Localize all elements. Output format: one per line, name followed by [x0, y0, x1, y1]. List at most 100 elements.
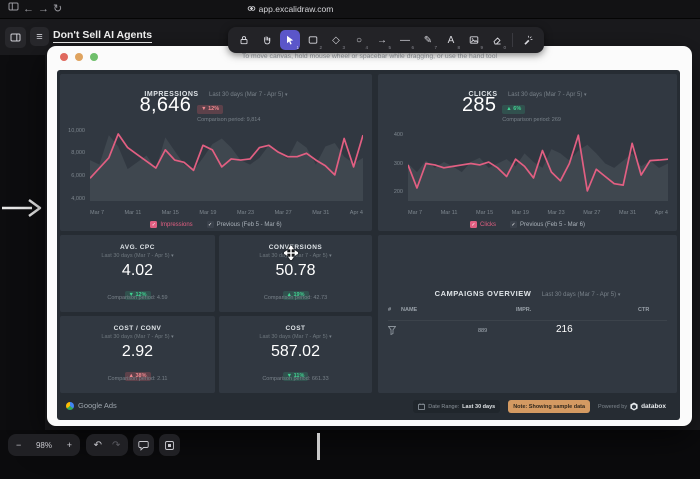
databox-logo-icon — [630, 402, 638, 411]
legend-label: Clicks — [480, 222, 496, 228]
x-tick: Mar 15 — [476, 210, 493, 216]
period-dropdown[interactable]: Last 30 days (Mar 7 - Apr 5) ▾ — [60, 253, 215, 259]
tool-shortcut-number: 5 — [388, 45, 391, 50]
x-tick: Mar 27 — [275, 210, 292, 216]
zoom-control: − 98% + — [8, 434, 80, 456]
arrow-tool[interactable]: →5 — [372, 30, 392, 50]
diamond-tool[interactable]: ◇3 — [326, 30, 346, 50]
zoom-out-button[interactable]: − — [16, 440, 21, 450]
powered-by[interactable]: Powered by databox — [598, 402, 666, 411]
period-dropdown[interactable]: Last 30 days (Mar 7 - Apr 5) ▾ — [60, 334, 215, 340]
rectangle-tool[interactable]: 2 — [303, 30, 323, 50]
tool-shortcut-number: 8 — [457, 45, 460, 50]
card-title: CAMPAIGNS OVERVIEW — [435, 289, 532, 298]
table-header: # NAME IMPR. CTR — [388, 307, 667, 321]
frames-icon — [164, 440, 175, 451]
line-tool[interactable]: —6 — [395, 30, 415, 50]
address-bar[interactable]: app.excalidraw.com — [0, 0, 580, 19]
legend-item[interactable]: ✓Previous (Feb 5 - Mar 6) — [207, 221, 282, 228]
drawn-line[interactable] — [317, 433, 320, 460]
drawn-arrow[interactable] — [0, 196, 42, 220]
frames-button[interactable] — [159, 434, 180, 456]
image-tool[interactable]: 9 — [464, 30, 484, 50]
data-source: Google Ads — [66, 401, 117, 410]
legend-item[interactable]: ✓Previous (Feb 5 - Mar 6) — [510, 221, 585, 228]
browser-top-bar: ← → ↻ app.excalidraw.com — [0, 0, 700, 19]
comparison-text: Comparison period: 4.59 — [60, 295, 215, 301]
menu-button[interactable]: ≡ — [30, 27, 49, 46]
legend-label: Previous (Feb 5 - Mar 6) — [217, 222, 282, 228]
comment-icon — [138, 440, 149, 451]
hand-tool[interactable] — [257, 30, 277, 50]
tool-shortcut-number: 4 — [365, 45, 368, 50]
sidebar-icon — [10, 32, 21, 43]
impressions-cell: 889 — [478, 328, 487, 334]
link-icon — [247, 4, 256, 13]
ellipse-tool[interactable]: ○4 — [349, 30, 369, 50]
laser-tool[interactable] — [518, 30, 538, 50]
y-tick: 8,000 — [71, 150, 85, 156]
tool-shortcut-number: 1 — [296, 45, 299, 50]
chevron-down-icon: ▾ — [171, 334, 174, 340]
redo-button[interactable]: ↷ — [112, 440, 120, 451]
checkbox-icon[interactable]: ✓ — [207, 221, 214, 228]
legend-item[interactable]: ✓Impressions — [150, 221, 192, 228]
tool-shortcut-number: 6 — [411, 45, 414, 50]
delta-badge: ▼ 12% — [197, 105, 223, 114]
campaigns-overview-card: CAMPAIGNS OVERVIEW Last 30 days (Mar 7 -… — [378, 235, 677, 393]
draw-tool[interactable]: ✎7 — [418, 30, 438, 50]
embedded-dashboard-image[interactable]: To move canvas, hold mouse wheel or spac… — [47, 46, 692, 426]
checkbox-icon[interactable]: ✓ — [510, 221, 517, 228]
y-tick: 400 — [394, 132, 403, 138]
dashboard-footer: Google Ads Date Range: Last 30 days Note… — [57, 398, 680, 418]
metric-label: COST — [219, 325, 372, 332]
metric-value: 4.02 — [60, 262, 215, 280]
table-row[interactable]: 889 216 — [388, 322, 667, 340]
metric-value: 285 — [462, 94, 496, 117]
zoom-level[interactable]: 98% — [36, 441, 52, 450]
date-range-pill[interactable]: Date Range: Last 30 days — [413, 400, 500, 413]
document-title[interactable]: Don't Sell AI Agents — [53, 29, 152, 43]
lock-tool[interactable] — [234, 30, 254, 50]
metric-label: COST / CONV — [60, 325, 215, 332]
x-tick: Mar 19 — [512, 210, 529, 216]
google-ads-icon — [66, 402, 74, 410]
library-toggle-button[interactable] — [5, 27, 26, 48]
x-tick: Mar 23 — [548, 210, 565, 216]
move-cursor-icon — [284, 246, 298, 260]
zoom-in-button[interactable]: + — [67, 440, 72, 450]
tool-shortcut-number: 7 — [434, 45, 437, 50]
value-cell: 216 — [556, 324, 573, 335]
hamburger-icon: ≡ — [36, 31, 42, 43]
x-tick: Mar 27 — [583, 210, 600, 216]
checkbox-icon[interactable]: ✓ — [470, 221, 477, 228]
legend-item[interactable]: ✓Clicks — [470, 221, 496, 228]
x-tick: Mar 7 — [90, 210, 104, 216]
chart-legend: ✓Impressions✓Previous (Feb 5 - Mar 6) — [60, 221, 372, 228]
x-tick: Mar 11 — [125, 210, 142, 216]
eraser-tool[interactable]: 0 — [487, 30, 507, 50]
funnel-icon — [388, 326, 396, 337]
period-dropdown[interactable]: Last 30 days (Mar 7 - Apr 5) ▾ — [219, 334, 372, 340]
x-tick: Mar 23 — [237, 210, 254, 216]
tool-shortcut-number: 2 — [319, 45, 322, 50]
comment-button[interactable] — [133, 434, 154, 456]
x-tick: Mar 31 — [312, 210, 329, 216]
cost-card: COST Last 30 days (Mar 7 - Apr 5) ▾ 587.… — [219, 316, 372, 393]
legend-label: Previous (Feb 5 - Mar 6) — [520, 222, 585, 228]
checkbox-icon[interactable]: ✓ — [150, 221, 157, 228]
undo-button[interactable]: ↶ — [94, 440, 102, 451]
comparison-text: Comparison period: 9,814 — [197, 117, 260, 123]
legend-label: Impressions — [160, 222, 192, 228]
period-dropdown[interactable]: Last 30 days (Mar 7 - Apr 5) ▾ — [542, 292, 621, 298]
y-tick: 300 — [394, 161, 403, 167]
cursor-tool[interactable]: 1 — [280, 30, 300, 50]
metric-value: 2.92 — [60, 343, 215, 361]
impressions-chart — [90, 126, 363, 201]
calendar-icon — [418, 403, 425, 410]
